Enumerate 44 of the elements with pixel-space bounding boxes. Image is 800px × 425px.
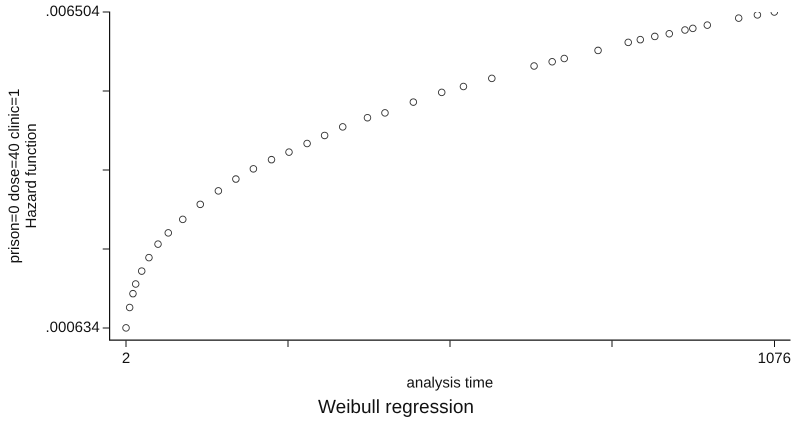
point [651,32,659,40]
point [530,62,538,70]
text: Weibull regression [318,396,474,418]
point [338,123,346,131]
point [138,267,146,275]
point [734,14,742,22]
point [594,46,602,54]
point [704,21,712,29]
point [129,290,137,298]
point [122,324,130,332]
point [438,88,446,96]
point [196,200,204,208]
point [636,36,644,44]
point [303,140,311,148]
point [681,26,689,34]
point [268,156,276,164]
point [488,74,496,82]
point [666,30,674,38]
point [126,304,134,312]
point [548,58,556,66]
point [179,216,187,224]
point [560,54,568,62]
point [164,229,172,237]
y-tick-label: .006504 [45,3,100,20]
x-axis-title: analysis time [406,374,494,392]
point [145,254,153,262]
point [285,148,293,156]
point [754,12,762,19]
point [320,132,328,140]
point [250,165,258,173]
point [232,175,240,183]
y-tick-label: .000634 [45,319,100,336]
point [154,240,162,248]
point [624,38,632,46]
point [364,114,372,122]
point [381,109,389,117]
point [460,82,468,90]
x-tick-label: 1076 [758,350,791,368]
y-axis-title: prison=0 dose=40 clinic=1 Hazard function [6,88,40,264]
point [132,280,140,288]
x-tick-label: 2 [122,350,130,368]
point [689,24,697,32]
point [410,98,418,106]
point [214,187,222,195]
